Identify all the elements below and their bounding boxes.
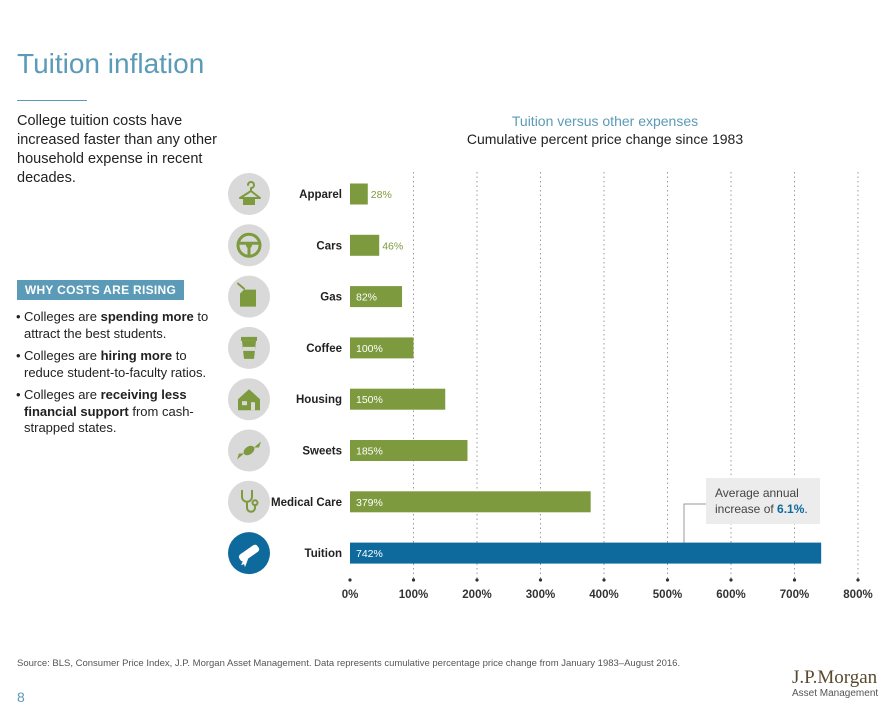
x-tick (665, 578, 670, 582)
category-label: Housing (296, 394, 342, 406)
x-tick (856, 578, 860, 582)
x-tick (475, 578, 479, 582)
candy-icon (237, 441, 261, 460)
logo-name: J.P.Morgan (792, 667, 878, 688)
x-tick-label: 300% (526, 589, 555, 601)
x-tick (348, 578, 352, 582)
x-tick-label: 400% (589, 589, 618, 601)
annotation-box (706, 478, 820, 524)
category-label: Medical Care (271, 497, 342, 509)
bar (350, 388, 446, 410)
logo-subtitle: Asset Management (792, 688, 879, 699)
hanger-icon (239, 181, 261, 205)
reason-item: Colleges are receiving less financial su… (16, 387, 222, 437)
source-note: Source: BLS, Consumer Price Index, J.P. … (17, 658, 681, 669)
bar-value-label: 742% (356, 548, 383, 560)
category-label: Sweets (302, 446, 342, 458)
annotation-text: Average annual (715, 486, 799, 500)
annotation-text: increase of 6.1%. (715, 502, 808, 516)
category-label: Apparel (299, 189, 342, 201)
gas-can-icon (237, 282, 256, 307)
bar (350, 491, 591, 513)
reasons-list: Colleges are spending more to attract th… (16, 309, 222, 443)
category-label: Gas (320, 292, 342, 304)
bar-value-label: 100% (356, 343, 383, 355)
why-costs-heading: WHY COSTS ARE RISING (17, 280, 184, 300)
x-tick (538, 578, 543, 582)
diploma-icon (238, 544, 260, 568)
x-tick-label: 500% (653, 589, 682, 601)
x-tick-label: 800% (843, 589, 872, 601)
x-tick-label: 100% (399, 589, 428, 601)
x-tick (729, 578, 733, 582)
category-label: Coffee (306, 343, 342, 355)
bar (350, 183, 368, 205)
bar (350, 286, 403, 308)
bar-value-label: 46% (382, 240, 403, 252)
title-divider (17, 100, 87, 101)
bar-value-label: 82% (356, 292, 377, 304)
steering-wheel-icon (236, 232, 262, 258)
x-tick (602, 578, 606, 582)
bar-chart: 0% 100% 200% 300% 400% 500% 600% 700% 800% Appare… (228, 172, 873, 601)
stethoscope-icon (241, 489, 259, 513)
x-tick-label: 600% (716, 589, 745, 601)
chart-subtitle: Cumulative percent price change since 19… (466, 131, 744, 147)
reason-item: Colleges are hiring more to reduce stude… (16, 348, 222, 381)
house-icon (238, 389, 260, 411)
x-tick-label: 700% (780, 589, 809, 601)
annotation-leader (683, 503, 706, 543)
x-tick (411, 578, 416, 582)
bar-value-label: 379% (356, 497, 383, 509)
reason-item: Colleges are spending more to attract th… (16, 309, 222, 342)
x-tick (792, 578, 797, 582)
bar (350, 234, 380, 256)
jpmorgan-logo: J.P.Morgan Asset Management (792, 668, 880, 700)
bar-value-label: 150% (356, 394, 383, 406)
page-title: Tuition inflation (17, 48, 205, 79)
bar (350, 542, 822, 564)
bar (350, 337, 414, 359)
category-label: Cars (316, 240, 342, 252)
page-number: 8 (17, 689, 25, 705)
bar-value-label: 185% (356, 446, 383, 458)
x-tick-label: 200% (462, 589, 491, 601)
intro-text: College tuition costs have increased fas… (17, 113, 217, 186)
chart-title: Tuition versus other expenses (511, 113, 699, 129)
annotation-value: 6.1% (777, 502, 805, 516)
category-icon-bg (228, 173, 270, 215)
category-label: Tuition (305, 548, 342, 560)
bar (350, 440, 468, 461)
x-tick-label: 0% (342, 589, 359, 601)
bar-value-label: 28% (371, 189, 392, 201)
coffee-cup-icon (241, 336, 257, 359)
